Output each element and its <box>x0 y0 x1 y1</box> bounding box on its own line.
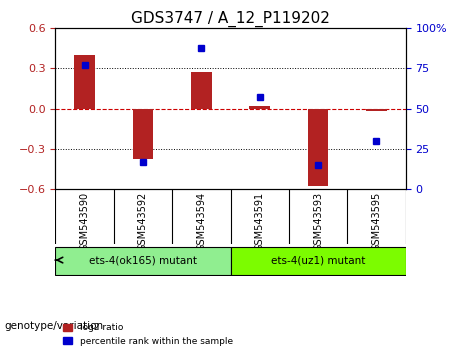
Text: GSM543595: GSM543595 <box>372 192 382 251</box>
FancyBboxPatch shape <box>55 247 230 274</box>
Text: ets-4(uz1) mutant: ets-4(uz1) mutant <box>271 255 365 265</box>
Text: GSM543593: GSM543593 <box>313 192 323 251</box>
Text: GSM543590: GSM543590 <box>79 192 89 251</box>
Bar <box>308 109 328 186</box>
Legend: log2 ratio, percentile rank within the sample: log2 ratio, percentile rank within the s… <box>60 320 236 349</box>
Bar <box>366 109 387 111</box>
Title: GDS3747 / A_12_P119202: GDS3747 / A_12_P119202 <box>131 11 330 27</box>
Text: ets-4(ok165) mutant: ets-4(ok165) mutant <box>89 255 197 265</box>
Text: GSM543591: GSM543591 <box>254 192 265 251</box>
Bar <box>191 73 212 109</box>
Bar <box>133 109 153 160</box>
Text: GSM543592: GSM543592 <box>138 192 148 251</box>
FancyBboxPatch shape <box>230 247 406 274</box>
Text: GSM543594: GSM543594 <box>196 192 207 251</box>
Text: genotype/variation: genotype/variation <box>5 321 104 331</box>
Bar <box>249 106 270 109</box>
Bar <box>74 55 95 109</box>
